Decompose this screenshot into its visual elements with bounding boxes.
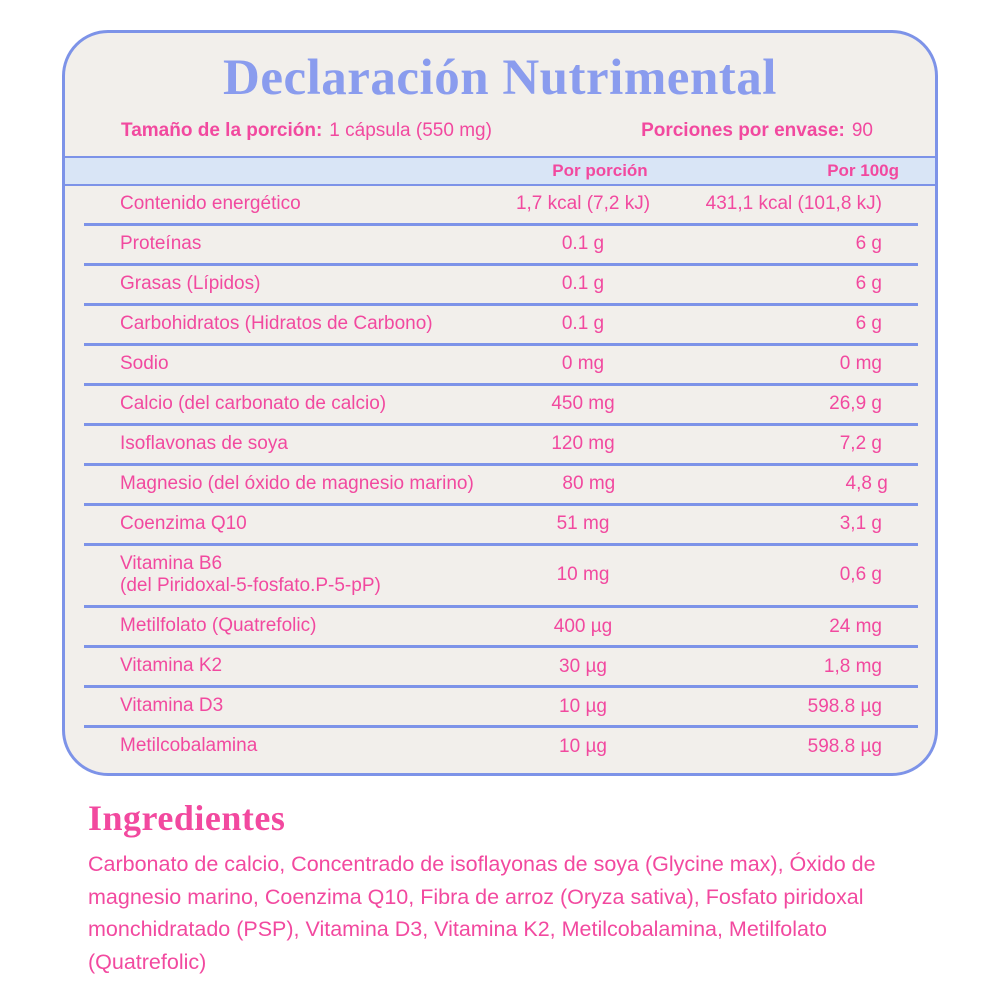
serving-size-label: Tamaño de la porción: [121, 119, 323, 141]
column-header-per-100g: Por 100g [827, 160, 899, 180]
table-row: Metilfolato (Quatrefolic) 400 µg 24 mg [84, 608, 918, 649]
nutrient-name: Sodio [120, 352, 169, 374]
per-100g-value: 6 g [855, 273, 882, 295]
table-row: Vitamina B6 (del Piridoxal-5-fosfato.P-5-… [84, 546, 918, 609]
per-serving-value: 0.1 g [561, 233, 605, 255]
table-row: Sodio 0 mg 0 mg [84, 346, 918, 386]
nutrient-name: Carbohidratos (Hidratos de Carbono) [120, 312, 433, 334]
per-100g-value: 24 mg [829, 615, 882, 637]
nutrition-facts-card: Declaración Nutrimental Tamaño de la por… [62, 30, 938, 777]
per-serving-value: 0.1 g [561, 313, 605, 335]
ingredients-text: Carbonato de calcio, Concentrado de isof… [88, 852, 876, 975]
table-row: Calcio (del carbonato de calcio) 450 mg 26… [84, 386, 918, 426]
nutrient-rows: Contenido energético 1,7 kcal (7,2 kJ) 431… [84, 186, 918, 773]
per-100g-value: 7,2 g [839, 433, 882, 455]
per-serving-value: 10 µg [559, 695, 607, 717]
table-row: Coenzima Q10 51 mg 3,1 g [84, 506, 918, 546]
per-100g-value: 4,8 g [845, 473, 888, 495]
servings-per-container: Porciones por envase: 90 [641, 120, 873, 142]
per-100g-value: 6 g [855, 233, 882, 255]
nutrient-name: Vitamina K2 [120, 655, 223, 677]
nutrient-name: Coenzima Q10 [120, 512, 247, 534]
per-100g-value: 1,8 mg [823, 655, 882, 677]
nutrient-name: Vitamina B6 (del Piridoxal-5-fosfato.P-5-… [84, 553, 468, 599]
per-100g-value: 3,1 g [839, 513, 882, 535]
per-100g-value: 0,6 g [839, 564, 882, 586]
per-100g-value: 6 g [855, 313, 882, 335]
table-row: Vitamina K2 30 µg 1,8 mg [84, 648, 918, 689]
nutrient-name: Magnesio (del óxido de magnesio marino) [120, 472, 474, 494]
nutrient-name: Grasas (Lípidos) [120, 272, 261, 294]
nutrient-name: Proteínas [120, 232, 202, 254]
page-title: Declaración Nutrimental [223, 50, 777, 106]
nutrient-name: Metilfolato (Quatrefolic) [120, 615, 317, 637]
per-serving-value: 1,7 kcal (7,2 kJ) [515, 193, 651, 215]
table-row: Magnesio (del óxido de magnesio marino) 8… [84, 466, 918, 506]
nutrient-name: Contenido energético [120, 192, 301, 214]
table-row: Isoflavonas de soya 120 mg 7,2 g [84, 426, 918, 466]
nutrient-name: Metilcobalamina [120, 735, 258, 757]
per-100g-value: 598.8 µg [807, 695, 882, 717]
per-serving-value: 51 mg [556, 513, 610, 535]
ingredients-section: Ingredientes Carbonato de calcio, Concen… [88, 797, 940, 979]
table-row: Carbohidratos (Hidratos de Carbono) 0.1 g… [84, 306, 918, 346]
serving-size-value: 1 cápsula (550 mg) [329, 119, 492, 141]
per-serving-value: 120 mg [551, 433, 615, 455]
table-row: Contenido energético 1,7 kcal (7,2 kJ) 431… [84, 186, 918, 226]
per-100g-value: 598.8 µg [807, 735, 882, 757]
per-serving-value: 10 µg [559, 735, 607, 757]
serving-info-line: Tamaño de la porción: 1 cápsula (550 mg) … [65, 108, 935, 142]
ingredients-heading: Ingredientes [88, 798, 286, 838]
nutrient-name-line2: (del Piridoxal-5-fosfato.P-5-pP) [120, 575, 381, 597]
column-header-band: Por porción Por 100g [65, 155, 935, 186]
per-serving-value: 10 mg [556, 564, 610, 586]
per-serving-value: 80 mg [562, 473, 616, 495]
per-100g-value: 431,1 kcal (101,8 kJ) [705, 193, 882, 215]
per-serving-value: 0 mg [561, 353, 605, 375]
table-row: Proteínas 0.1 g 6 g [84, 226, 918, 266]
per-100g-value: 0 mg [839, 353, 882, 375]
table-row: Metilcobalamina 10 µg 598.8 µg [84, 728, 918, 769]
serving-size: Tamaño de la porción: 1 cápsula (550 mg) [121, 120, 492, 142]
nutrient-name: Calcio (del carbonato de calcio) [120, 392, 387, 414]
table-row: Grasas (Lípidos) 0.1 g 6 g [84, 266, 918, 306]
nutrient-name: Isoflavonas de soya [120, 432, 288, 454]
per-serving-value: 30 µg [559, 655, 607, 677]
servings-per-container-value: 90 [851, 119, 873, 141]
nutrient-name: Vitamina D3 [120, 695, 224, 717]
per-serving-value: 400 µg [553, 615, 613, 637]
table-row: Vitamina D3 10 µg 598.8 µg [84, 688, 918, 729]
column-header-per-serving: Por porción [552, 160, 648, 180]
per-serving-value: 450 mg [551, 393, 615, 415]
per-100g-value: 26,9 g [829, 393, 882, 415]
per-serving-value: 0.1 g [561, 273, 605, 295]
servings-per-container-label: Porciones por envase: [641, 119, 845, 141]
